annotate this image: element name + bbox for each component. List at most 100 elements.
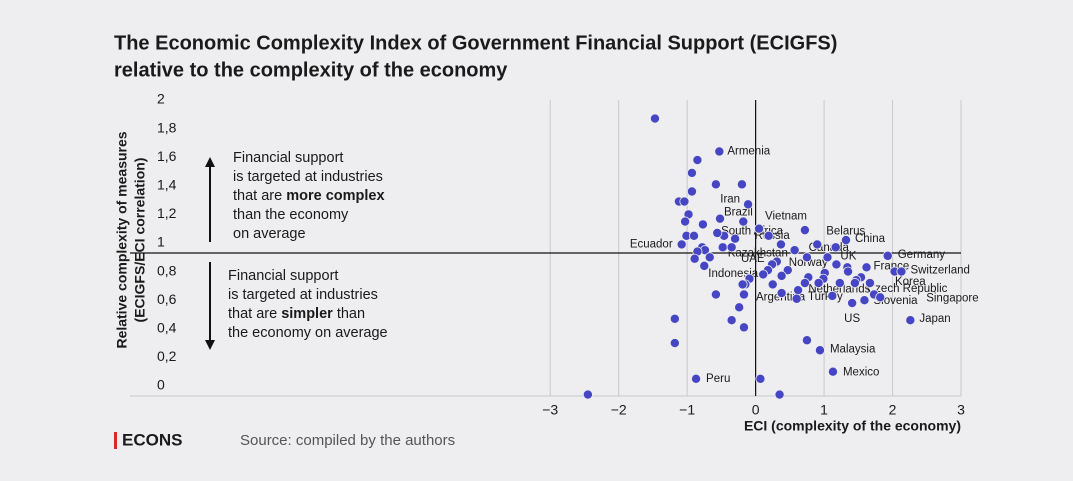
point xyxy=(774,389,785,400)
point xyxy=(754,223,765,234)
point xyxy=(875,292,886,303)
point-label: Japan xyxy=(919,313,950,325)
point xyxy=(813,278,824,289)
point xyxy=(669,313,680,324)
annotation-text: that are xyxy=(228,306,281,322)
point xyxy=(689,253,700,264)
x-tick-label: 2 xyxy=(889,402,897,418)
point-label: UK xyxy=(840,250,856,262)
point xyxy=(782,265,793,276)
point xyxy=(737,279,748,290)
annotation-text: more complex xyxy=(286,188,384,204)
point xyxy=(827,366,838,377)
point xyxy=(686,186,697,197)
y-tick-label: 1,2 xyxy=(157,205,177,221)
point xyxy=(791,293,802,304)
x-tick-label: −3 xyxy=(542,402,558,418)
point xyxy=(814,345,825,356)
point xyxy=(799,225,810,236)
point xyxy=(738,216,749,227)
point-label: Brazil xyxy=(724,207,753,219)
point xyxy=(843,266,854,277)
y-tick-label: 2 xyxy=(157,91,165,107)
annotation-text: is targeted at industries xyxy=(228,287,378,303)
y-tick-label: 0,8 xyxy=(157,262,177,278)
point xyxy=(789,245,800,256)
point-label: Armenia xyxy=(727,146,770,158)
point xyxy=(849,278,860,289)
point-label: Singapore xyxy=(926,292,978,304)
annotation: on average xyxy=(233,226,306,242)
point-label: China xyxy=(855,233,886,245)
y-tick-label: 0,4 xyxy=(157,320,177,336)
point-label: Kazakhstan xyxy=(728,247,788,259)
y-tick-label: 0,2 xyxy=(157,348,177,364)
x-axis-title: ECI (complexity of the economy) xyxy=(744,418,961,434)
point xyxy=(738,289,749,300)
point xyxy=(834,278,845,289)
point xyxy=(676,239,687,250)
point xyxy=(882,250,893,261)
point xyxy=(738,322,749,333)
point-label: Malaysia xyxy=(830,343,876,355)
point xyxy=(699,260,710,271)
annotation-text: Financial support xyxy=(233,150,343,166)
point xyxy=(861,262,872,273)
point-label: Mexico xyxy=(843,367,879,379)
point xyxy=(775,239,786,250)
point xyxy=(669,338,680,349)
annotation-text: Financial support xyxy=(228,268,338,284)
y-tick-label: 1,4 xyxy=(157,177,177,193)
point-label: Czech Republic xyxy=(867,283,948,295)
point xyxy=(812,239,823,250)
point xyxy=(715,213,726,224)
y-tick-label: 0 xyxy=(157,377,165,393)
y-tick-label: 1,6 xyxy=(157,148,177,164)
y-tick-label: 1 xyxy=(157,234,165,250)
annotation: that are simpler than xyxy=(228,306,365,322)
annotation: Financial support xyxy=(228,268,338,284)
y-axis-title: Relative complexity of measures xyxy=(114,131,130,348)
point xyxy=(763,230,774,241)
point xyxy=(840,235,851,246)
title-line: The Economic Complexity Index of Governm… xyxy=(114,32,837,54)
plot: −3 −2 −1 0 1 2 3 0 0,2 0,4 0,6 0,8 1 1,2 1,4 1,6 1,8 2 Per… xyxy=(130,91,979,418)
x-tick-label: 1 xyxy=(820,402,828,418)
point xyxy=(697,219,708,230)
annotation: is targeted at industries xyxy=(228,287,378,303)
y-tick-label: 0,6 xyxy=(157,291,177,307)
point-label: Germany xyxy=(898,249,946,261)
annotation: Financial support xyxy=(233,150,343,166)
point-label: Ecuador xyxy=(630,238,673,250)
y-axis-title: (ECIGFS/ECI correlation) xyxy=(132,158,148,323)
point-label: UAE xyxy=(741,253,765,265)
point xyxy=(692,155,703,166)
x-tick-label: 0 xyxy=(752,402,760,418)
annotation-text: the economy on average xyxy=(228,325,388,341)
point xyxy=(736,179,747,190)
point xyxy=(712,227,723,238)
logo: ECONS xyxy=(122,430,182,449)
annotation-text: simpler xyxy=(281,306,333,322)
annotation-text: on average xyxy=(233,226,306,242)
point xyxy=(717,242,728,253)
annotation-text: than the economy xyxy=(233,207,349,223)
point xyxy=(905,315,916,326)
title-line: relative to the complexity of the econom… xyxy=(114,59,508,81)
point xyxy=(822,252,833,263)
point-label: US xyxy=(844,313,860,325)
point xyxy=(710,289,721,300)
x-tick-label: −2 xyxy=(611,402,627,418)
point-label: Switzerland xyxy=(910,265,969,277)
point xyxy=(726,242,737,253)
source: Source: compiled by the authors xyxy=(240,432,455,449)
point xyxy=(689,230,700,241)
y-tick-label: 1,8 xyxy=(157,119,177,135)
point xyxy=(755,373,766,384)
point xyxy=(679,196,690,207)
point xyxy=(649,113,660,124)
annotation-text: is targeted at industries xyxy=(233,169,383,185)
x-tick-label: −1 xyxy=(679,402,695,418)
point xyxy=(776,270,787,281)
